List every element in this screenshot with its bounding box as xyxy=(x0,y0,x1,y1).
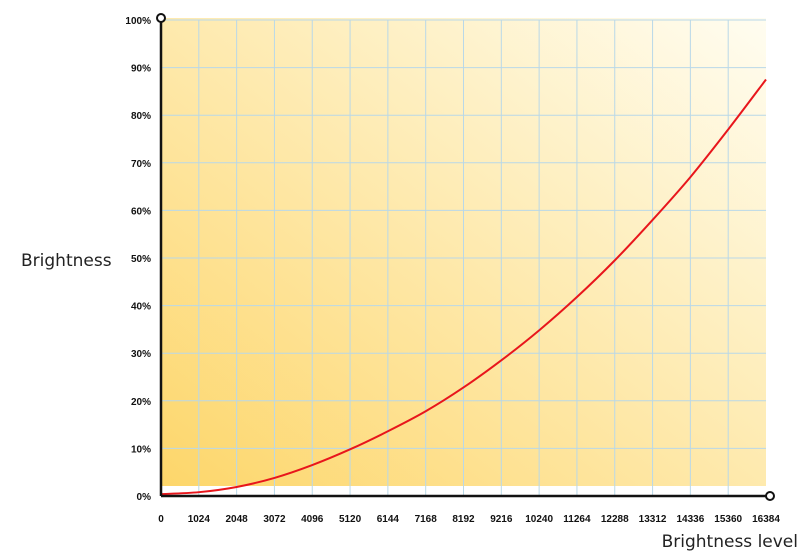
x-tick-label: 0 xyxy=(158,514,164,525)
y-tick-label: 80% xyxy=(131,111,151,122)
y-tick-label: 90% xyxy=(131,64,151,75)
y-tick-label: 30% xyxy=(131,349,151,360)
x-tick-label: 13312 xyxy=(639,514,667,525)
x-tick-label: 11264 xyxy=(563,514,591,525)
axes xyxy=(156,13,775,501)
y-tick-label: 40% xyxy=(131,302,151,313)
x-axis-title: Brightness level xyxy=(662,532,798,552)
x-tick-label: 15360 xyxy=(714,514,742,525)
x-tick-label: 14336 xyxy=(676,514,704,525)
grid xyxy=(161,19,766,496)
y-tick-label: 20% xyxy=(131,397,151,408)
y-tick-label: 50% xyxy=(131,254,151,265)
y-tick-label: 70% xyxy=(131,159,151,170)
y-axis-title: Brightness xyxy=(21,251,112,271)
x-tick-label: 9216 xyxy=(490,514,513,525)
x-tick-label: 4096 xyxy=(301,514,324,525)
x-tick-label: 6144 xyxy=(377,514,400,525)
y-tick-label: 10% xyxy=(131,444,151,455)
tick-labels: 0 1024 2048 3072 4096 5120 6144 7168 8192 9216 102… xyxy=(125,16,780,525)
y-tick-label: 100% xyxy=(125,16,151,27)
x-tick-label: 2048 xyxy=(226,514,249,525)
x-tick-label: 12288 xyxy=(601,514,629,525)
x-tick-label: 7168 xyxy=(415,514,438,525)
brightness-curve xyxy=(160,78,767,496)
x-axis-end-marker xyxy=(765,491,775,501)
x-tick-label: 8192 xyxy=(452,514,475,525)
x-tick-label: 3072 xyxy=(263,514,286,525)
series-layer xyxy=(160,78,767,496)
x-tick-label: 5120 xyxy=(339,514,362,525)
x-tick-label: 1024 xyxy=(188,514,211,525)
y-axis-end-marker xyxy=(156,13,166,23)
y-tick-label: 60% xyxy=(131,206,151,217)
y-tick-label: 0% xyxy=(137,492,152,503)
x-tick-label: 10240 xyxy=(525,514,553,525)
x-tick-label: 16384 xyxy=(752,514,780,525)
